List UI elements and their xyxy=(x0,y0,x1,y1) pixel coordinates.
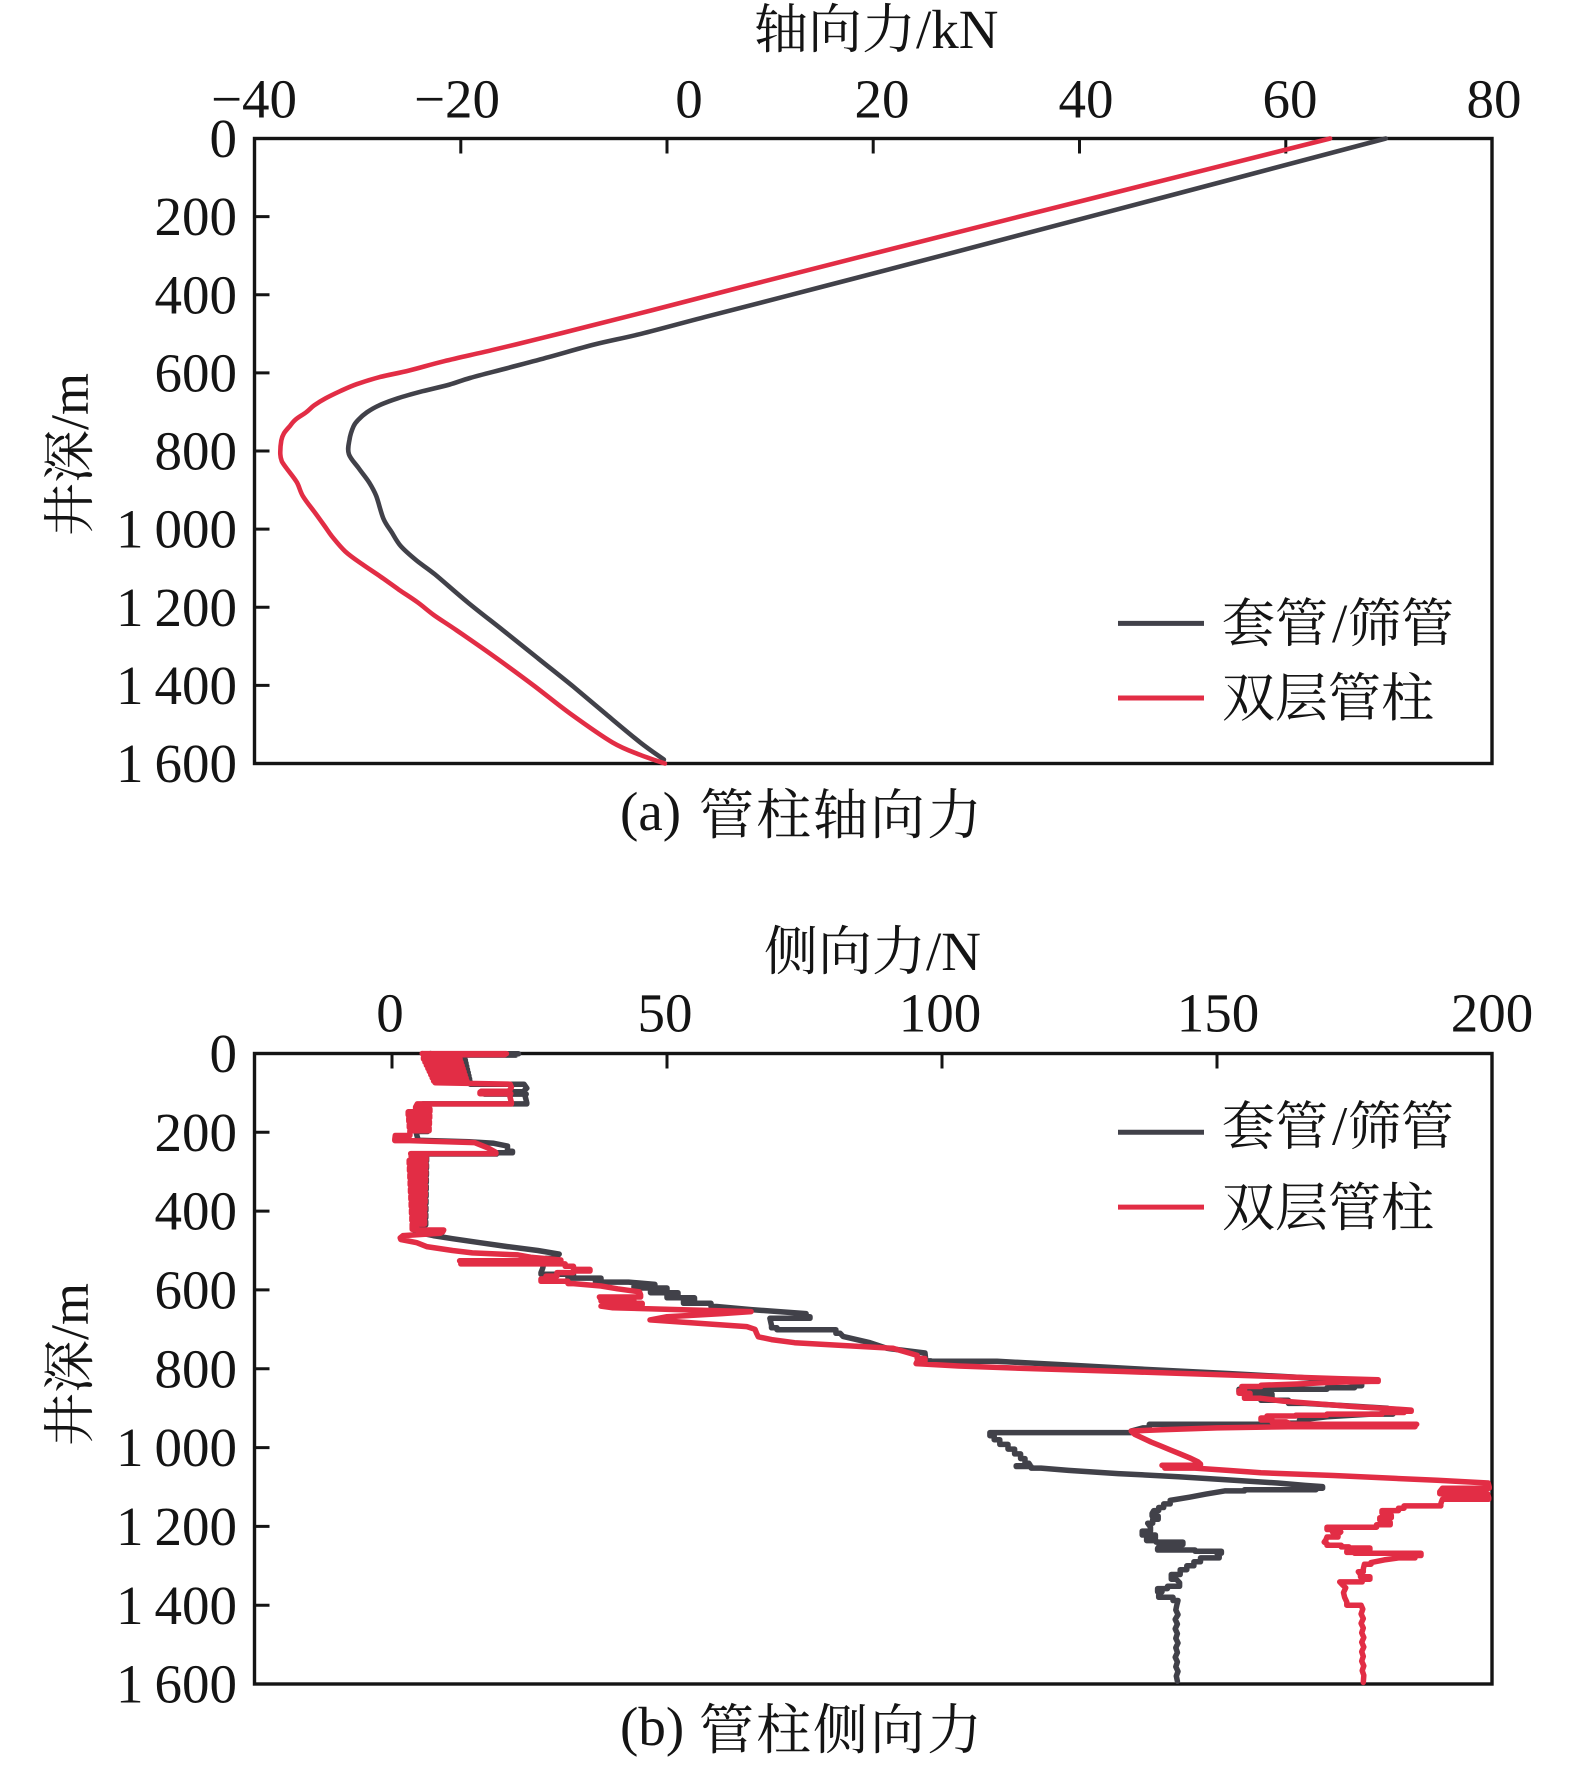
svg-text:1 600: 1 600 xyxy=(116,733,237,794)
svg-text:600: 600 xyxy=(155,343,238,404)
svg-text:1 400: 1 400 xyxy=(116,655,237,716)
svg-text:1 600: 1 600 xyxy=(116,1654,237,1715)
svg-text:−40: −40 xyxy=(211,69,297,130)
svg-text:0: 0 xyxy=(210,1023,238,1084)
svg-text:80: 80 xyxy=(1467,69,1522,130)
svg-text:0: 0 xyxy=(675,69,703,130)
svg-text:1 400: 1 400 xyxy=(116,1575,237,1636)
svg-text:50: 50 xyxy=(638,983,693,1044)
svg-text:1 200: 1 200 xyxy=(116,577,237,638)
svg-text:/: / xyxy=(1332,1096,1348,1157)
svg-text:/: / xyxy=(1332,593,1348,654)
svg-text:200: 200 xyxy=(155,1102,238,1163)
svg-text:0: 0 xyxy=(210,108,238,169)
svg-text:1 000: 1 000 xyxy=(116,499,237,560)
svg-text:400: 400 xyxy=(155,1181,238,1242)
svg-text:/m: /m xyxy=(40,1283,100,1340)
svg-text:600: 600 xyxy=(155,1260,238,1321)
svg-text:200: 200 xyxy=(1451,983,1534,1044)
svg-text:800: 800 xyxy=(155,421,238,482)
svg-text:20: 20 xyxy=(855,69,910,130)
svg-text:150: 150 xyxy=(1177,983,1260,1044)
svg-text:−20: −20 xyxy=(414,69,500,130)
svg-text:/N: /N xyxy=(926,921,981,982)
svg-text:1 200: 1 200 xyxy=(116,1496,237,1557)
svg-text:1 000: 1 000 xyxy=(116,1417,237,1478)
svg-text:40: 40 xyxy=(1059,69,1114,130)
svg-text:0: 0 xyxy=(376,983,404,1044)
svg-text:60: 60 xyxy=(1263,69,1318,130)
svg-text:/kN: /kN xyxy=(916,0,999,60)
svg-text:/m: /m xyxy=(40,373,100,430)
svg-text:400: 400 xyxy=(155,264,238,325)
svg-text:(a): (a) xyxy=(620,781,695,842)
svg-text:(b): (b) xyxy=(620,1696,698,1757)
svg-text:200: 200 xyxy=(155,186,238,247)
svg-text:100: 100 xyxy=(899,983,982,1044)
svg-text:800: 800 xyxy=(155,1338,238,1399)
